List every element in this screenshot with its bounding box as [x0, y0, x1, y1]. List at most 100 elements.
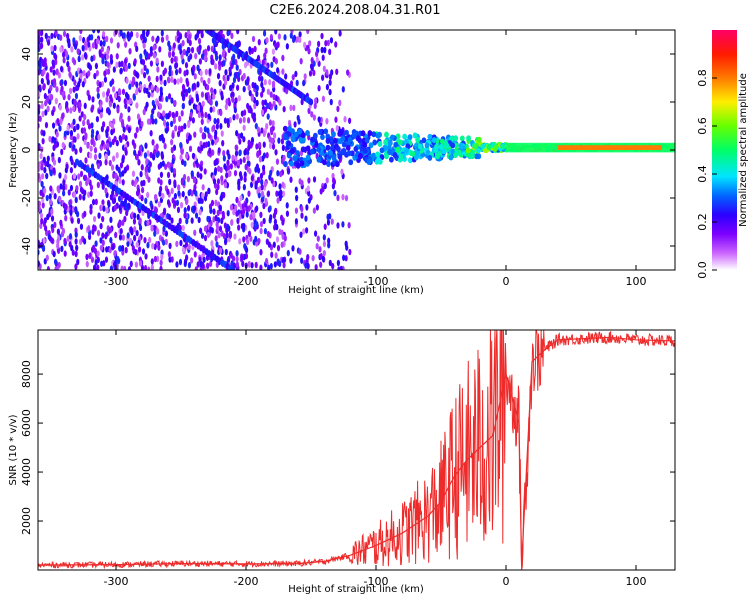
heatmap-speckle: [156, 66, 160, 73]
heatmap-speckle: [42, 237, 46, 244]
heatmap-speckle: [309, 63, 314, 70]
heatmap-speckle: [258, 141, 262, 149]
heatmap-speckle: [216, 209, 220, 217]
heatmap-speckle: [60, 85, 64, 92]
heatmap-speckle: [123, 58, 128, 65]
heatmap-speckle: [60, 79, 64, 86]
heatmap-speckle: [257, 38, 261, 46]
heatmap-speckle: [104, 233, 108, 240]
heatmap-speckle: [237, 200, 241, 207]
heatmap-speckle: [214, 54, 219, 61]
colorbar: 0.0 0.2 0.4 0.6 0.8 Normalized spectral ampl…: [696, 30, 749, 279]
heatmap-speckle: [256, 187, 261, 194]
heatmap-speckle: [117, 88, 122, 95]
heatmap-speckle: [294, 218, 299, 225]
heatmap-speckle: [157, 200, 161, 208]
heatmap-speckle: [172, 117, 176, 124]
heatmap-speckle: [58, 125, 62, 132]
heatmap-band-cell: [333, 137, 338, 144]
heatmap-speckle: [143, 64, 147, 72]
heatmap-speckle: [95, 38, 100, 45]
heatmap-speckle: [220, 130, 224, 137]
heatmap-speckle: [59, 34, 63, 41]
heatmap-speckle: [277, 137, 281, 144]
heatmap-speckle: [260, 81, 264, 88]
heatmap-speckle: [226, 74, 230, 82]
heatmap-band-cell: [443, 139, 449, 146]
heatmap-speckle: [136, 113, 141, 120]
heatmap-speckle: [59, 46, 63, 53]
heatmap-speckle: [325, 83, 330, 91]
heatmap-speckle: [73, 43, 78, 50]
heatmap-speckle: [83, 189, 87, 196]
heatmap-speckle: [263, 106, 268, 113]
heatmap-speckle: [142, 42, 146, 49]
heatmap-speckle: [70, 46, 74, 53]
heatmap-speckle: [68, 141, 72, 149]
heatmap-speckle: [68, 199, 72, 206]
heatmap-speckle: [197, 146, 201, 153]
heatmap-speckle: [86, 177, 90, 184]
heatmap-speckle: [200, 232, 205, 239]
heatmap-speckle: [222, 83, 226, 90]
heatmap-speckle: [144, 253, 148, 260]
heatmap-speckle: [134, 248, 138, 256]
heatmap-speckle: [225, 98, 229, 105]
heatmap-band-cell: [386, 149, 392, 156]
heatmap-speckle: [159, 259, 163, 266]
heatmap-speckle: [178, 33, 183, 40]
heatmap-speckle: [61, 51, 66, 58]
heatmap-speckle: [255, 143, 259, 150]
y-tick-label: 6000: [20, 409, 33, 437]
heatmap-speckle: [145, 68, 150, 75]
heatmap-speckle: [145, 101, 149, 108]
heatmap-speckle: [102, 91, 106, 98]
heatmap-speckle: [192, 205, 197, 212]
heatmap-speckle: [129, 30, 134, 38]
heatmap-speckle: [242, 116, 246, 124]
heatmap-speckle: [142, 108, 146, 116]
heatmap-speckle: [281, 68, 285, 75]
heatmap-band-cell: [316, 156, 322, 163]
heatmap-speckle: [96, 264, 100, 270]
heatmap-speckle: [38, 144, 41, 151]
heatmap-speckle: [160, 253, 164, 261]
heatmap-speckle: [108, 246, 112, 254]
heatmap-band-cell: [395, 133, 401, 140]
heatmap-speckle: [139, 170, 143, 178]
heatmap-speckle: [218, 54, 222, 61]
heatmap-speckle: [269, 214, 273, 221]
heatmap-speckle: [67, 38, 71, 45]
heatmap-speckle: [238, 213, 242, 220]
heatmap-speckle: [41, 173, 45, 180]
heatmap-speckle: [215, 221, 219, 228]
heatmap-speckle: [319, 261, 323, 268]
heatmap-speckle: [216, 118, 220, 125]
heatmap-speckle: [234, 58, 238, 66]
heatmap-band-cell: [408, 150, 414, 157]
heatmap-band-cell: [427, 154, 433, 161]
heatmap-speckle: [146, 118, 151, 125]
heatmap-speckle: [170, 146, 174, 154]
heatmap-speckle: [245, 211, 249, 218]
heatmap-band-cell: [441, 148, 447, 155]
heatmap-speckle: [135, 241, 139, 248]
heatmap-speckle: [139, 83, 143, 91]
heatmap-speckle: [163, 67, 168, 75]
heatmap-speckle: [44, 100, 48, 107]
colorbar-label: Normalized spectral amplitude: [738, 73, 749, 227]
heatmap-speckle: [207, 187, 211, 195]
heatmap-speckle: [59, 118, 63, 126]
heatmap-band-cell: [292, 155, 298, 162]
heatmap-band-cell: [347, 136, 353, 143]
heatmap-speckle: [185, 77, 189, 85]
heatmap-speckle: [255, 90, 259, 98]
heatmap-speckle: [159, 161, 163, 169]
heatmap-speckle: [62, 30, 67, 37]
heatmap-speckle: [233, 106, 237, 114]
x-tick-label: -100: [364, 275, 389, 288]
heatmap-speckle: [101, 232, 105, 239]
heatmap-speckle: [121, 219, 125, 226]
heatmap-speckle: [221, 51, 225, 58]
heatmap-speckle: [219, 109, 223, 117]
